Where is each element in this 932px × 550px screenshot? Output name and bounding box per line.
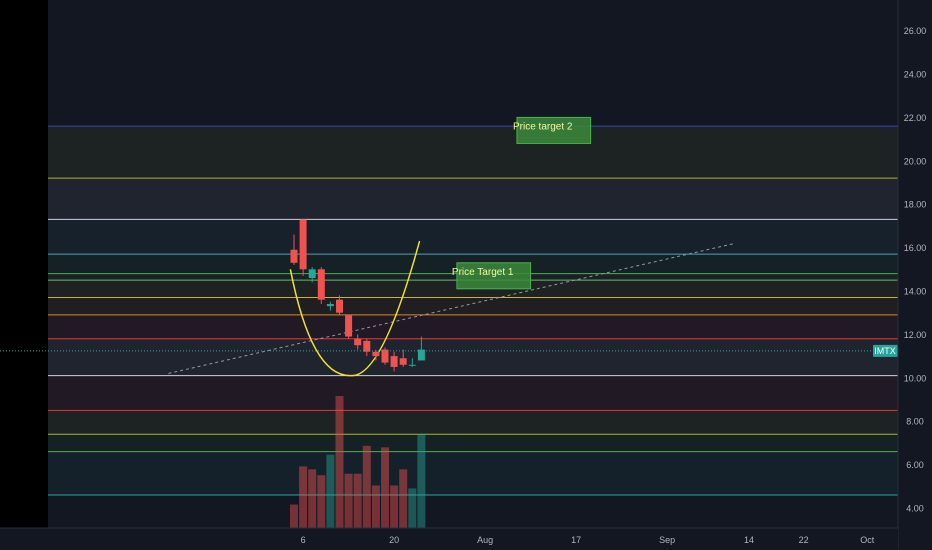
x-tick-label: 17 bbox=[571, 535, 581, 545]
volume-bar bbox=[408, 488, 417, 528]
fib-band bbox=[48, 375, 898, 411]
volume-bar bbox=[417, 434, 426, 528]
fib-band bbox=[48, 219, 898, 255]
x-tick-label: 6 bbox=[301, 535, 306, 545]
fib-band bbox=[48, 126, 898, 179]
candle-body[interactable] bbox=[290, 249, 298, 263]
candle-body[interactable] bbox=[308, 269, 316, 278]
y-tick-label: 4.00 bbox=[906, 504, 924, 514]
x-tick-label: 22 bbox=[799, 535, 809, 545]
candle-body[interactable] bbox=[299, 219, 307, 270]
cup-curve[interactable] bbox=[289, 240, 421, 377]
left-margin bbox=[0, 0, 48, 528]
candle-body[interactable] bbox=[408, 364, 416, 366]
symbol-label: IMTX bbox=[874, 346, 896, 356]
volume-bar bbox=[362, 445, 371, 528]
volume-bar bbox=[390, 485, 399, 528]
x-axis-panel[interactable] bbox=[0, 528, 898, 550]
volume-bar bbox=[299, 466, 308, 528]
price-target-box[interactable] bbox=[456, 262, 532, 290]
y-tick-label: 10.00 bbox=[904, 373, 927, 383]
price-target-box[interactable] bbox=[516, 116, 592, 144]
volume-bar bbox=[335, 396, 344, 528]
price-target-label: Price target 2 bbox=[513, 121, 573, 132]
y-tick-label: 22.00 bbox=[904, 113, 927, 123]
dashed-trendline[interactable] bbox=[168, 242, 736, 374]
x-axis: 6 20 Aug 17 Sep 14 22 Oct bbox=[301, 535, 875, 545]
fib-band bbox=[48, 434, 898, 452]
candles bbox=[290, 219, 425, 372]
y-tick-label: 12.00 bbox=[904, 330, 927, 340]
x-tick-label: Sep bbox=[659, 535, 675, 545]
candle-body[interactable] bbox=[390, 356, 398, 367]
candle-body[interactable] bbox=[381, 349, 389, 363]
volume-bar bbox=[308, 469, 317, 528]
fib-band bbox=[48, 451, 898, 495]
candle-body[interactable] bbox=[372, 351, 380, 357]
candle-body[interactable] bbox=[399, 358, 407, 365]
y-tick-label: 14.00 bbox=[904, 287, 927, 297]
x-tick-label: 14 bbox=[744, 535, 754, 545]
y-axis-panel[interactable] bbox=[898, 0, 932, 550]
candle-body[interactable] bbox=[336, 299, 343, 313]
y-tick-label: 8.00 bbox=[906, 417, 924, 427]
price-target-label: Price Target 1 bbox=[452, 267, 514, 278]
y-tick-label: 20.00 bbox=[904, 156, 927, 166]
y-tick-label: 24.00 bbox=[904, 70, 927, 80]
fib-band bbox=[48, 410, 898, 435]
x-tick-label: 20 bbox=[389, 535, 399, 545]
y-tick-label: 18.00 bbox=[904, 200, 927, 210]
candle-body[interactable] bbox=[326, 304, 334, 307]
candle-body[interactable] bbox=[345, 314, 353, 337]
y-tick-label: 6.00 bbox=[906, 460, 924, 470]
candle-body[interactable] bbox=[417, 349, 425, 361]
volume-bar bbox=[399, 469, 408, 528]
fib-band bbox=[48, 297, 898, 315]
volume-bar bbox=[290, 504, 298, 528]
volume-bar bbox=[326, 454, 335, 528]
volume-bar bbox=[381, 447, 389, 528]
volume-bar bbox=[344, 473, 353, 528]
y-tick-label: 16.00 bbox=[904, 243, 927, 253]
y-axis: 4.00 6.00 8.00 10.00 12.00 14.00 16.00 18.00 20.… bbox=[904, 26, 927, 513]
fib-band bbox=[48, 314, 898, 339]
y-tick-label: 26.00 bbox=[904, 26, 927, 36]
x-tick-label: Aug bbox=[477, 535, 493, 545]
volume-bar bbox=[353, 473, 362, 528]
volume-bars bbox=[290, 396, 426, 528]
candle-body[interactable] bbox=[317, 269, 325, 300]
candle-body[interactable] bbox=[354, 338, 362, 346]
volume-bar bbox=[371, 485, 380, 528]
annotations: Price target 2 Price Target 1 bbox=[452, 116, 592, 290]
x-tick-label: Oct bbox=[860, 535, 875, 545]
fib-band bbox=[48, 338, 898, 376]
candle-body[interactable] bbox=[363, 340, 371, 352]
fib-band bbox=[48, 178, 898, 220]
fib-bands bbox=[48, 126, 898, 495]
trend-lines bbox=[168, 240, 736, 377]
volume-bar bbox=[317, 475, 326, 528]
